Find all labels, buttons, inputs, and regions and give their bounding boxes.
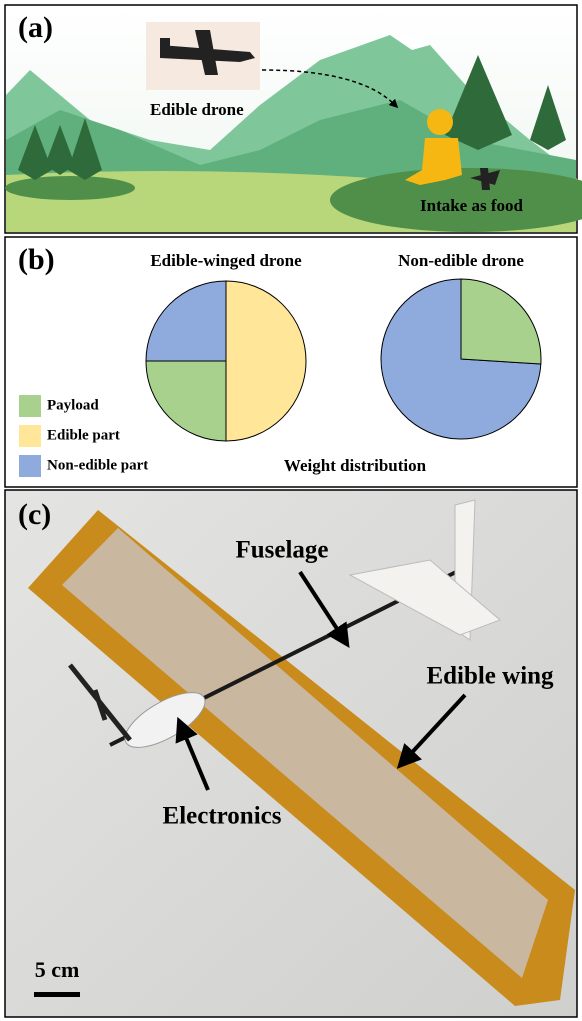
panel-label: (c) (18, 498, 51, 531)
panel-c: (c) Fuselage Edible wing Electronics 5 c… (5, 490, 577, 1017)
panel-label: (a) (18, 11, 53, 44)
page: {"panel_a": {"label": "(a)", "annotation… (0, 0, 582, 1021)
annotation: Fuselage (235, 537, 328, 564)
annotation: Intake as food (420, 196, 524, 215)
panel-a: (a) Edible drone Intake as food (5, 5, 582, 233)
pie-title: Non-edible drone (398, 251, 524, 270)
legend-label: Non-edible part (47, 457, 148, 473)
annotation: Electronics (163, 803, 282, 830)
pie-title: Edible-winged drone (150, 251, 302, 270)
scale-label: 5 cm (35, 957, 80, 982)
annotation: Edible drone (150, 100, 244, 119)
annotation: Edible wing (426, 663, 554, 690)
legend-label: Payload (47, 397, 99, 413)
legend-swatch (19, 395, 41, 417)
chart-title: Weight distribution (284, 456, 427, 475)
legend-label: Edible part (47, 427, 120, 443)
legend-swatch (19, 455, 41, 477)
legend-swatch (19, 425, 41, 447)
panel-b: (b) Weight distribution Payload Edible pa… (5, 237, 577, 487)
figure: (a) Edible drone Intake as food (b) Weig… (0, 0, 582, 1021)
grass-patch (5, 176, 135, 200)
scale-bar (34, 992, 80, 997)
panel-label: (b) (18, 243, 55, 276)
